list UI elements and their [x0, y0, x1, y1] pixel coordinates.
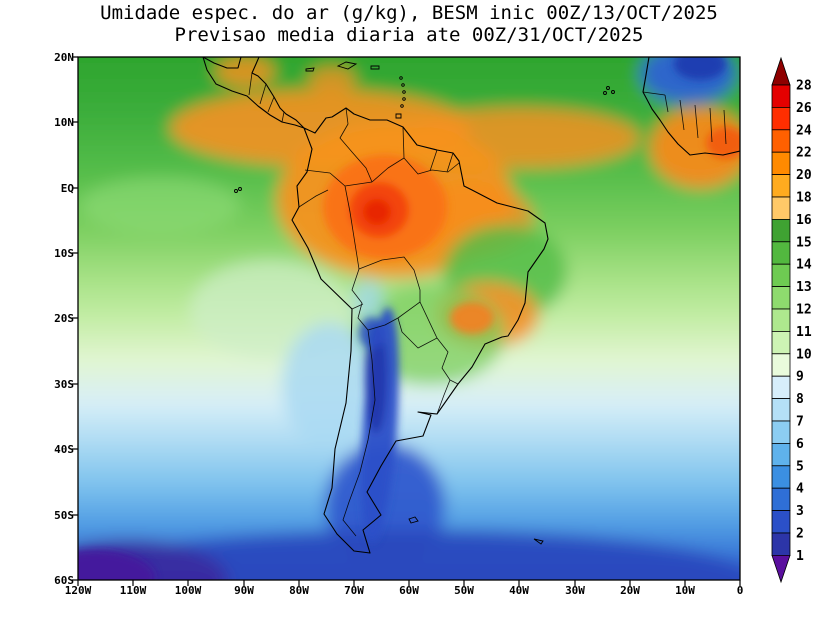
lon-tick-label: 70W [344, 584, 364, 597]
colorbar-segment [771, 398, 791, 422]
colorbar-segment [771, 218, 791, 243]
colorbar-segment [771, 442, 791, 467]
colorbar-label: 8 [796, 392, 804, 407]
humidity-field [78, 57, 740, 580]
colorbar-label: 18 [796, 191, 812, 206]
longitude-axis: 120W 110W 100W 90W 80W 70W 60W 50W 40W 3… [65, 584, 744, 597]
coastline-south-america [291, 107, 549, 554]
chart-subtitle: Previsao media diaria ate 00Z/31/OCT/202… [175, 24, 644, 46]
colorbar-label: 9 [796, 370, 804, 385]
lat-tick-label: 20S [54, 312, 74, 325]
lat-tick-label: 30S [54, 378, 74, 391]
colorbar-label: 4 [796, 482, 804, 497]
colorbar-segment [771, 129, 791, 153]
colorbar-label: 20 [796, 168, 812, 183]
colorbar-label: 28 [796, 79, 812, 94]
colorbar-segment [771, 196, 791, 220]
coastline-central-america [202, 57, 305, 129]
lon-tick-label: 0 [737, 584, 744, 597]
colorbar-label: 3 [796, 504, 804, 519]
colorbar-segment [771, 241, 791, 265]
chart-title: Umidade espec. do ar (g/kg), BESM inic 0… [100, 2, 718, 24]
lon-tick-label: 60W [399, 584, 419, 597]
colorbar-label: 1 [796, 549, 804, 564]
colorbar-top-triangle [771, 56, 791, 86]
lon-tick-label: 80W [289, 584, 309, 597]
lat-tick-label: 40S [54, 443, 74, 456]
lat-tick-label: EQ [61, 182, 75, 195]
lat-tick-label: 50S [54, 509, 74, 522]
lon-tick-label: 120W [65, 584, 92, 597]
colorbar-bottom-triangle [771, 555, 791, 584]
lon-tick-label: 90W [234, 584, 254, 597]
colorbar-label: 5 [796, 459, 804, 474]
colorbar: 28 26 24 22 20 18 16 15 14 13 12 11 10 9… [771, 56, 812, 584]
colorbar-segment [771, 487, 791, 512]
colorbar-segment [771, 308, 791, 332]
lon-tick-label: 110W [120, 584, 147, 597]
colorbar-label: 13 [796, 280, 812, 295]
colorbar-label: 16 [796, 213, 812, 228]
colorbar-label: 11 [796, 325, 812, 340]
lat-tick-label: 10N [54, 116, 74, 129]
colorbar-segment [771, 353, 791, 377]
colorbar-segment [771, 510, 791, 534]
colorbar-label: 10 [796, 347, 812, 362]
lon-tick-label: 100W [175, 584, 202, 597]
colorbar-label: 22 [796, 146, 812, 161]
lon-tick-label: 50W [454, 584, 474, 597]
lon-tick-label: 30W [565, 584, 585, 597]
colorbar-segment [771, 174, 791, 198]
lat-tick-label: 20N [54, 51, 74, 64]
colorbar-segment [771, 286, 791, 310]
lon-tick-label: 40W [509, 584, 529, 597]
colorbar-segment [771, 330, 791, 355]
colorbar-segment [771, 84, 791, 108]
latitude-axis: 20N 10N EQ 10S 20S 30S 40S 50S 60S [54, 51, 74, 587]
colorbar-segment [771, 420, 791, 444]
colorbar-label: 26 [796, 101, 812, 116]
colorbar-segment [771, 532, 791, 556]
colorbar-label: 2 [796, 527, 804, 542]
colorbar-segment [771, 375, 791, 400]
colorbar-label: 14 [796, 258, 812, 273]
lon-tick-label: 20W [620, 584, 640, 597]
colorbar-label: 12 [796, 303, 812, 318]
axis-ticks [72, 56, 741, 586]
colorbar-label: 24 [796, 123, 812, 138]
colorbar-segment [771, 263, 791, 288]
colorbar-segment [771, 107, 791, 131]
country-borders [248, 72, 727, 537]
colorbar-segment [771, 151, 791, 175]
islands [234, 61, 615, 545]
lat-tick-label: 10S [54, 247, 74, 260]
lon-tick-label: 10W [675, 584, 695, 597]
colorbar-label: 6 [796, 437, 804, 452]
colorbar-segment [771, 465, 791, 489]
colorbar-label: 7 [796, 415, 804, 430]
lat-tick-label: 60S [54, 574, 74, 587]
colorbar-label: 15 [796, 235, 812, 250]
map-outlines [202, 57, 740, 554]
